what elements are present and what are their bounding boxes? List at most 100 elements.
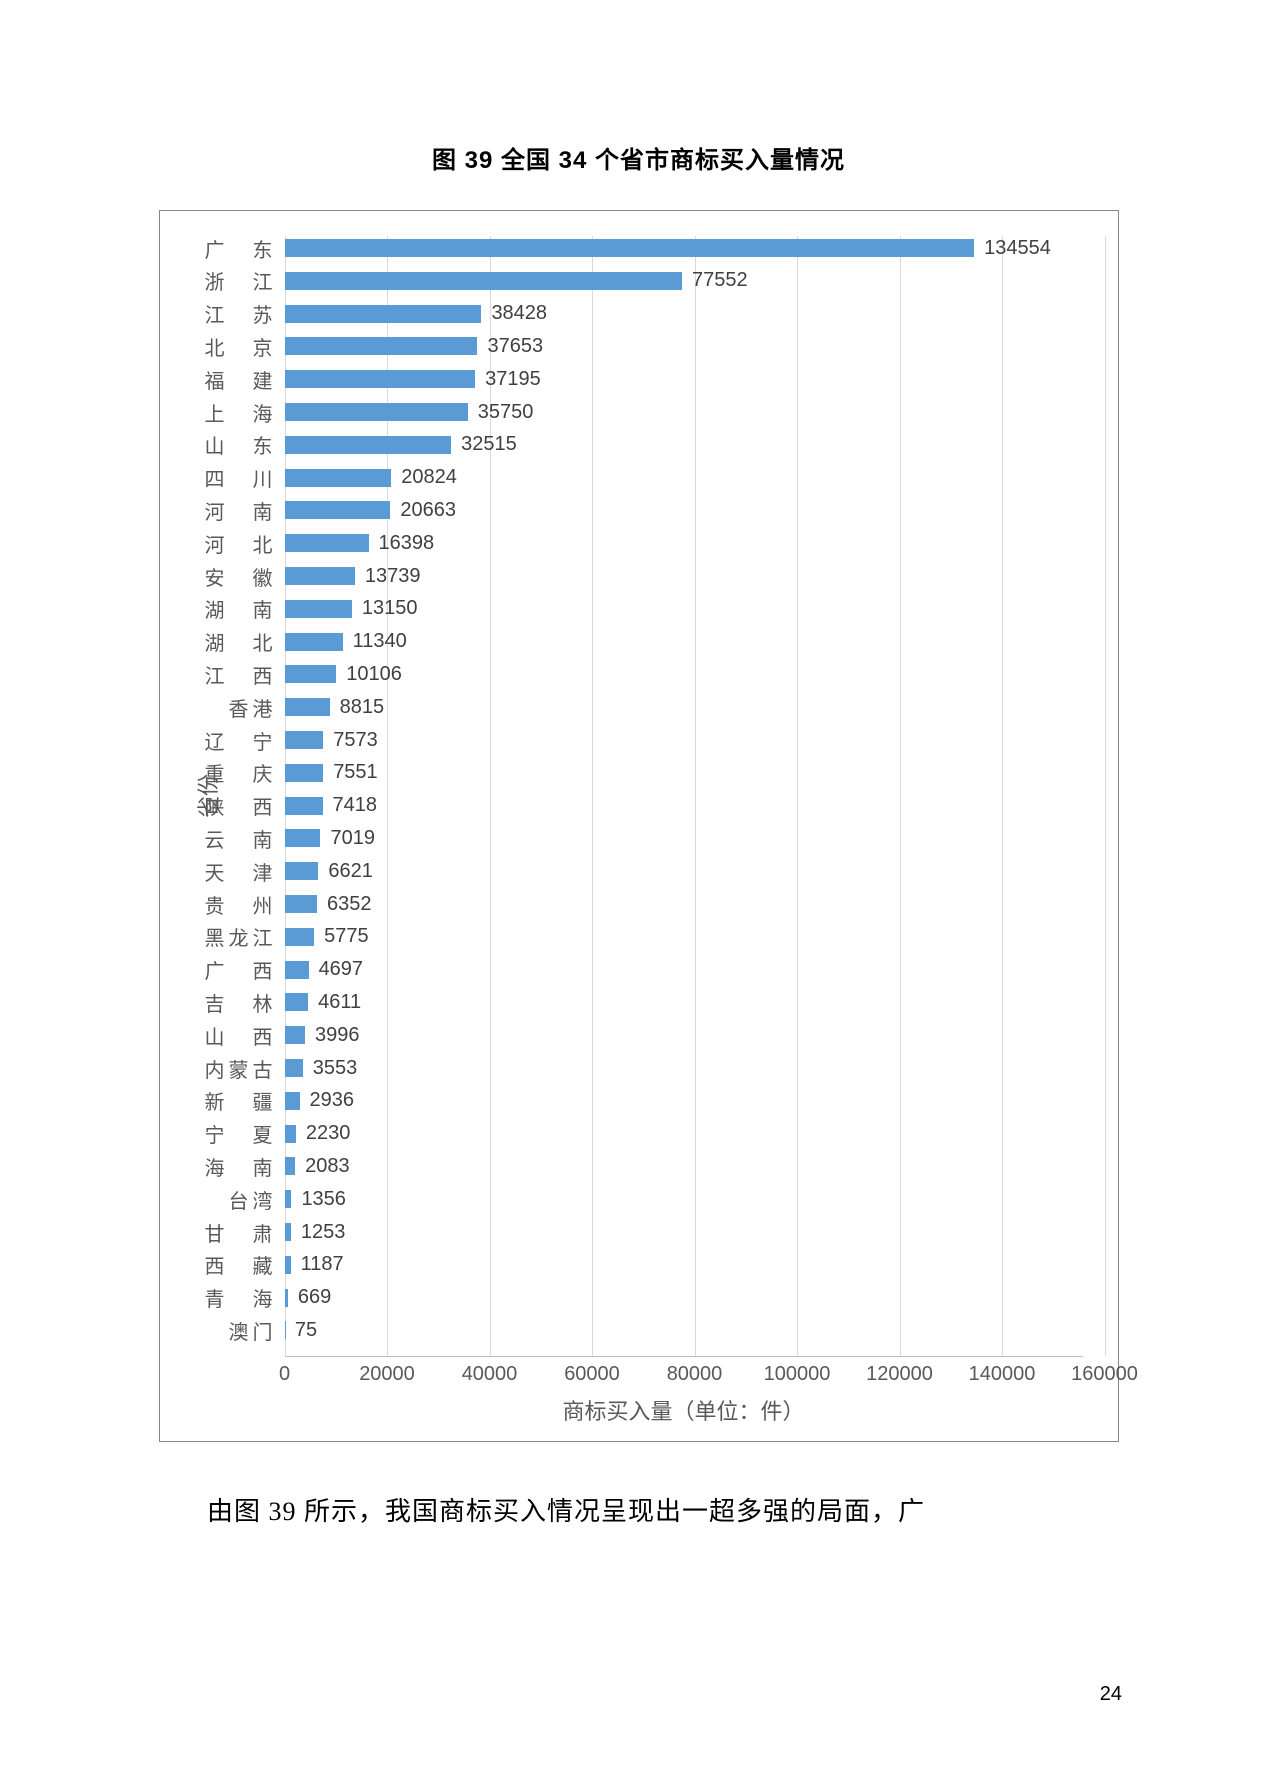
- bar-row: 黑龙江5775: [285, 927, 1083, 947]
- bar-row: 山 西3996: [285, 1025, 1083, 1045]
- province-label: 青 海: [190, 1283, 285, 1312]
- province-label: 海 南: [190, 1152, 285, 1181]
- bar-value: 8815: [340, 696, 385, 719]
- bar-value: 6352: [327, 893, 372, 916]
- bar-value: 35750: [478, 401, 534, 424]
- x-axis-title: 商标买入量（单位：件）: [285, 1394, 1083, 1426]
- province-label: 天 津: [190, 857, 285, 886]
- plot-area: 省份 广 东134554浙 江77552江 苏38428北 京37653福 建3…: [285, 236, 1083, 1356]
- province-label: 山 西: [190, 1021, 285, 1050]
- bar-value: 20663: [400, 499, 456, 522]
- bar-value: 32515: [461, 433, 517, 456]
- bar-row: 广 东134554: [285, 238, 1083, 258]
- chart-title: 图 39 全国 34 个省市商标买入量情况: [155, 140, 1122, 175]
- bar-row: 辽 宁7573: [285, 730, 1083, 750]
- bar-row: 四 川20824: [285, 468, 1083, 488]
- bar: [285, 1059, 303, 1077]
- province-label: 陕 西: [190, 791, 285, 820]
- province-label: 吉 林: [190, 988, 285, 1017]
- bar: [285, 403, 468, 421]
- bar: [285, 731, 324, 749]
- province-label: 云 南: [190, 824, 285, 853]
- page-number: 24: [1100, 1683, 1122, 1706]
- bar-value: 1356: [301, 1188, 346, 1211]
- bar: [285, 961, 309, 979]
- bar: [285, 305, 482, 323]
- grid-line: [1105, 236, 1106, 1356]
- bar-value: 2936: [310, 1089, 355, 1112]
- bar-row: 湖 北11340: [285, 632, 1083, 652]
- bar-row: 内蒙古3553: [285, 1058, 1083, 1078]
- bar-value: 13739: [365, 565, 421, 588]
- bar: [285, 370, 476, 388]
- province-label: 湖 北: [190, 627, 285, 656]
- province-label: 甘 肃: [190, 1218, 285, 1247]
- bar-value: 13150: [362, 597, 418, 620]
- province-label: 江 西: [190, 660, 285, 689]
- bar: [285, 993, 309, 1011]
- chart-container: 省份 广 东134554浙 江77552江 苏38428北 京37653福 建3…: [159, 210, 1119, 1442]
- province-label: 四 川: [190, 463, 285, 492]
- bar-row: 山 东32515: [285, 435, 1083, 455]
- x-tick-label: 160000: [1071, 1363, 1138, 1386]
- bar: [285, 1223, 291, 1241]
- bar: [285, 665, 337, 683]
- x-axis: 0200004000060000800001000001200001400001…: [285, 1356, 1083, 1386]
- bar: [285, 928, 315, 946]
- bar-value: 75: [295, 1319, 317, 1342]
- bar-row: 江 西10106: [285, 664, 1083, 684]
- province-label: 宁 夏: [190, 1119, 285, 1148]
- bar-row: 广 西4697: [285, 960, 1083, 980]
- bar-value: 7418: [333, 794, 378, 817]
- bar: [285, 1289, 288, 1307]
- bar-value: 10106: [346, 663, 402, 686]
- bar-value: 3553: [313, 1057, 358, 1080]
- bar: [285, 501, 391, 519]
- bar: [285, 469, 392, 487]
- bar-value: 11340: [353, 630, 407, 653]
- bar-value: 6621: [328, 860, 373, 883]
- bar-value: 37195: [485, 368, 541, 391]
- bar-row: 贵 州6352: [285, 894, 1083, 914]
- province-label: 上 海: [190, 398, 285, 427]
- bar-value: 2083: [305, 1155, 350, 1178]
- bar-value: 4697: [319, 958, 364, 981]
- x-tick-label: 20000: [359, 1363, 415, 1386]
- bar: [285, 567, 355, 585]
- x-tick-label: 0: [279, 1363, 290, 1386]
- bar-row: 陕 西7418: [285, 796, 1083, 816]
- x-tick-label: 80000: [667, 1363, 723, 1386]
- bar-value: 20824: [401, 466, 457, 489]
- province-label: 辽 宁: [190, 726, 285, 755]
- bar: [285, 436, 452, 454]
- bar-row: 江 苏38428: [285, 304, 1083, 324]
- bar-row: 重 庆7551: [285, 763, 1083, 783]
- bar-row: 西 藏1187: [285, 1255, 1083, 1275]
- bar-row: 天 津6621: [285, 861, 1083, 881]
- bar-row: 上 海35750: [285, 402, 1083, 422]
- bar-row: 宁 夏2230: [285, 1124, 1083, 1144]
- bar-value: 16398: [379, 532, 435, 555]
- province-label: 江 苏: [190, 299, 285, 328]
- bar-value: 134554: [984, 237, 1051, 260]
- province-label: 黑龙江: [190, 922, 285, 951]
- bar: [285, 764, 324, 782]
- province-label: 北 京: [190, 332, 285, 361]
- body-paragraph: 由图 39 所示，我国商标买入情况呈现出一超多强的局面，广: [155, 1487, 1122, 1536]
- province-label: 澳门: [190, 1316, 285, 1345]
- province-label: 台湾: [190, 1185, 285, 1214]
- province-label: 贵 州: [190, 890, 285, 919]
- bar: [285, 698, 330, 716]
- bar-value: 1253: [301, 1221, 346, 1244]
- bar-row: 云 南7019: [285, 828, 1083, 848]
- bar: [285, 337, 478, 355]
- x-tick-label: 140000: [969, 1363, 1036, 1386]
- x-tick-label: 60000: [564, 1363, 620, 1386]
- bar-value: 37653: [487, 335, 543, 358]
- bar-row: 安 徽13739: [285, 566, 1083, 586]
- bar: [285, 895, 318, 913]
- province-label: 新 疆: [190, 1086, 285, 1115]
- bar-row: 北 京37653: [285, 336, 1083, 356]
- bar-value: 1187: [301, 1253, 344, 1276]
- bar: [285, 1256, 291, 1274]
